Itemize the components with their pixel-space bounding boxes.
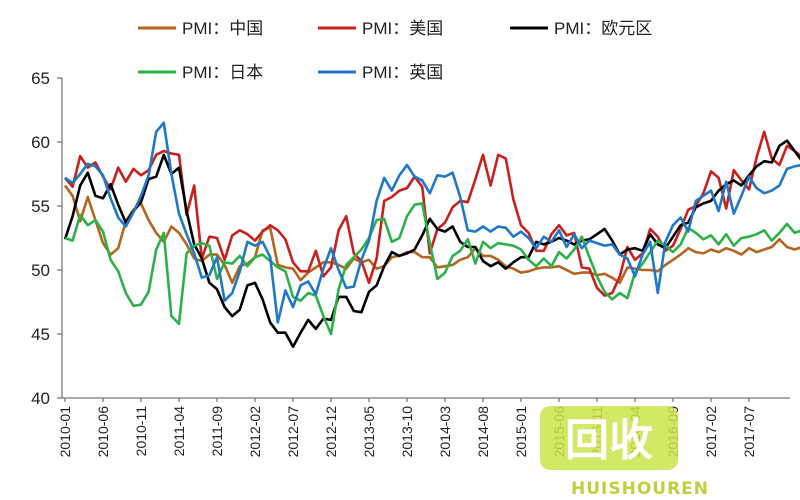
x-tick-label: 2017-02 xyxy=(703,406,719,458)
watermark-logo: 回收 HUISHOUREN xyxy=(540,406,709,499)
legend-label: PMI：中国 xyxy=(182,19,263,38)
series-lines xyxy=(63,121,800,349)
x-tick-label: 2012-12 xyxy=(323,406,339,458)
y-tick-label: 60 xyxy=(31,133,50,152)
series-line-4 xyxy=(64,121,800,324)
legend-label: PMI：欧元区 xyxy=(554,19,652,38)
y-tick-label: 65 xyxy=(31,69,50,88)
x-tick-label: 2012-07 xyxy=(285,406,301,458)
x-tick-label: 2014-08 xyxy=(475,406,491,458)
x-tick-label: 2011-04 xyxy=(171,406,187,457)
x-tick-label: 2010-06 xyxy=(95,406,111,458)
y-tick-label: 50 xyxy=(31,261,50,280)
series-line-1 xyxy=(64,130,800,297)
series-line-3 xyxy=(64,202,800,336)
watermark-main-text: 回收 xyxy=(565,415,653,466)
x-tick-label: 2014-03 xyxy=(437,406,453,458)
legend-label: PMI：日本 xyxy=(182,63,263,82)
y-tick-label: 55 xyxy=(31,197,50,216)
y-tick-label: 45 xyxy=(31,325,50,344)
series-line-2 xyxy=(63,139,800,349)
x-tick-label: 2013-05 xyxy=(361,406,377,458)
watermark-sub-text: HUISHOUREN xyxy=(571,479,709,499)
x-tick-label: 2015-01 xyxy=(513,406,529,458)
legend: PMI：中国 PMI：美国 PMI：欧元区 PMI：日本 PMI：英国 xyxy=(138,19,652,82)
legend-label: PMI：美国 xyxy=(362,19,443,38)
x-tick-label: 2012-02 xyxy=(247,406,263,458)
x-tick-label: 2013-10 xyxy=(399,406,415,458)
x-tick-label: 2011-09 xyxy=(209,406,225,457)
watermark-box xyxy=(540,406,678,470)
x-tick-label: 2017-07 xyxy=(741,406,757,458)
x-tick-label: 2010-01 xyxy=(57,406,73,458)
legend-label: PMI：英国 xyxy=(362,63,443,82)
axes: 40 45 50 55 60 65 2010-01 2010-06 2010-11 2011-04… xyxy=(31,69,790,457)
y-tick-label: 40 xyxy=(31,389,50,408)
x-tick-label: 2010-11 xyxy=(133,406,149,457)
